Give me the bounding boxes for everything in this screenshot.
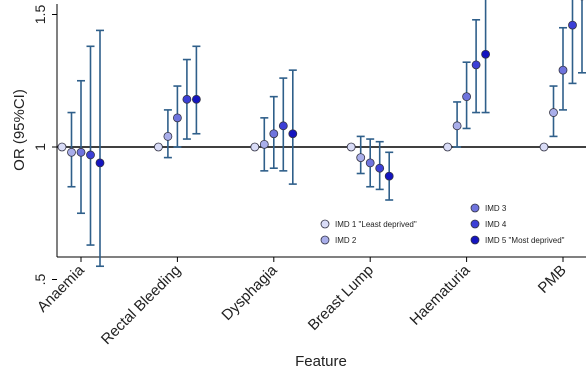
data-point — [549, 108, 558, 117]
x-tick-label: Dysphagia — [218, 261, 281, 324]
data-point — [365, 158, 375, 168]
data-point — [67, 147, 76, 157]
legend-marker — [320, 235, 330, 245]
data-point — [375, 163, 385, 173]
data-point — [191, 94, 201, 104]
data-point — [86, 150, 95, 160]
x-axis-title: Feature — [295, 353, 347, 370]
axes: .511.52AnaemiaRectal BleedingDysphagiaBr… — [32, 4, 586, 348]
legend-marker — [470, 219, 480, 229]
data-point — [462, 92, 472, 102]
data-point — [443, 142, 453, 152]
legend-item: IMD 5 "Most deprived" — [470, 235, 565, 245]
data-point — [57, 142, 67, 152]
data-point — [259, 139, 269, 149]
data-point — [481, 49, 491, 59]
data-point — [452, 121, 462, 131]
data-point — [153, 142, 163, 152]
data-point — [163, 131, 173, 141]
y-tick-label: 1.5 — [32, 5, 48, 25]
data-point — [269, 129, 279, 139]
legend-item: IMD 4 — [470, 219, 507, 229]
legend-marker — [470, 235, 480, 245]
legend-label: IMD 5 "Most deprived" — [485, 236, 565, 245]
x-tick-label: Haematuria — [407, 261, 474, 328]
legend-label: IMD 3 — [485, 204, 507, 213]
legend-marker — [320, 219, 330, 229]
data-point — [539, 142, 549, 152]
legend: IMD 1 "Least deprived" IMD 2 IMD 3 IMD 4 IMD… — [320, 203, 565, 245]
data-point — [558, 65, 568, 75]
legend-label: IMD 1 "Least deprived" — [335, 220, 417, 229]
legend-item: IMD 3 — [470, 203, 507, 213]
data-point — [346, 142, 356, 152]
data-point — [288, 129, 298, 139]
data-point — [76, 147, 86, 157]
y-tick-label: 1 — [32, 143, 48, 151]
data-point — [250, 142, 260, 152]
x-tick-label: Rectal Bleeding — [98, 262, 184, 348]
legend-item: IMD 2 — [320, 235, 357, 245]
x-tick-label: Breast Lump — [305, 262, 377, 334]
legend-label: IMD 2 — [335, 236, 357, 245]
y-tick-label: .5 — [32, 273, 48, 285]
legend-marker — [470, 203, 480, 213]
legend-item: IMD 1 "Least deprived" — [320, 219, 417, 229]
x-tick-label: Anaemia — [34, 261, 88, 315]
data-point — [182, 94, 192, 104]
data-point — [95, 158, 105, 168]
data-point — [278, 121, 288, 131]
data-marks — [57, 0, 586, 268]
y-axis-title: OR (95%CI) — [11, 89, 28, 171]
data-point — [384, 171, 394, 181]
data-point — [172, 113, 182, 123]
legend-label: IMD 4 — [485, 220, 507, 229]
x-tick-label: PMB — [535, 262, 570, 297]
data-point — [471, 60, 481, 70]
data-point — [356, 153, 366, 163]
data-point — [568, 20, 577, 30]
